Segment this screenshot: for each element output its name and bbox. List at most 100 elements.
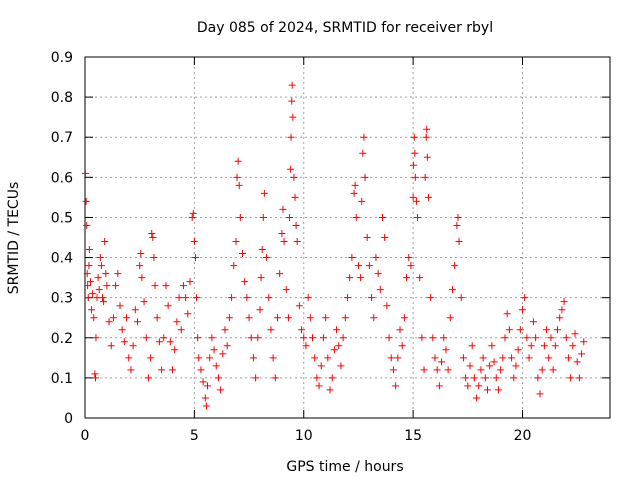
- data-point: [444, 366, 452, 374]
- data-point: [454, 213, 462, 221]
- data-point: [194, 334, 202, 342]
- data-point: [100, 298, 108, 306]
- data-point: [532, 334, 540, 342]
- data-point: [83, 221, 91, 229]
- data-point: [102, 270, 110, 278]
- data-point: [424, 193, 432, 201]
- data-point: [155, 338, 163, 346]
- data-point: [499, 354, 507, 362]
- data-point: [95, 286, 103, 294]
- data-point: [118, 326, 126, 334]
- data-point: [481, 374, 489, 382]
- data-point: [560, 298, 568, 306]
- data-point: [421, 173, 429, 181]
- data-point: [427, 294, 435, 302]
- data-point: [370, 314, 378, 322]
- data-point: [431, 354, 439, 362]
- data-point: [512, 362, 520, 370]
- data-point: [153, 314, 161, 322]
- data-point: [497, 366, 505, 374]
- data-point: [457, 294, 465, 302]
- data-point: [330, 346, 338, 354]
- data-point: [543, 326, 551, 334]
- data-point: [558, 306, 566, 314]
- data-point: [84, 294, 92, 302]
- x-tick-label: 15: [404, 428, 422, 444]
- data-point: [429, 334, 437, 342]
- data-point: [578, 350, 586, 358]
- data-point: [219, 350, 227, 358]
- data-point: [385, 334, 393, 342]
- data-point: [580, 338, 588, 346]
- data-point: [112, 282, 120, 290]
- data-point: [466, 362, 474, 370]
- data-point: [422, 133, 430, 141]
- data-point: [289, 113, 297, 121]
- data-point: [221, 326, 229, 334]
- data-point: [505, 326, 513, 334]
- data-point: [313, 374, 321, 382]
- data-point: [171, 346, 179, 354]
- data-point: [151, 282, 159, 290]
- data-point: [534, 374, 542, 382]
- data-point: [162, 282, 170, 290]
- data-point: [256, 306, 264, 314]
- data-point: [199, 378, 207, 386]
- data-point: [503, 310, 511, 318]
- data-point: [92, 334, 100, 342]
- data-point: [521, 294, 529, 302]
- data-point: [189, 209, 197, 217]
- data-point: [449, 286, 456, 294]
- data-point: [410, 161, 418, 169]
- data-point: [230, 262, 238, 270]
- data-point: [166, 338, 174, 346]
- data-point: [247, 334, 255, 342]
- data-point: [381, 234, 389, 241]
- data-point: [412, 197, 420, 205]
- data-point: [351, 181, 359, 189]
- data-point: [435, 382, 443, 390]
- data-point: [545, 354, 553, 362]
- data-point: [549, 366, 557, 374]
- data-point: [519, 306, 526, 314]
- data-point: [271, 374, 279, 382]
- data-point: [410, 133, 418, 141]
- data-point: [191, 254, 199, 262]
- data-point: [575, 374, 583, 382]
- data-point: [140, 298, 148, 306]
- y-tick-label: 0.7: [51, 130, 73, 146]
- data-point: [418, 334, 426, 342]
- data-point: [470, 374, 478, 382]
- y-tick-label: 0.5: [51, 210, 73, 226]
- data-point: [225, 314, 233, 322]
- data-point: [81, 169, 89, 177]
- data-point: [233, 173, 241, 181]
- data-point: [88, 306, 96, 314]
- data-point: [105, 318, 113, 326]
- data-point: [150, 254, 158, 262]
- data-point: [359, 149, 367, 157]
- data-point: [350, 189, 358, 197]
- data-point: [554, 326, 561, 334]
- data-point: [405, 254, 413, 262]
- y-tick-label: 0.4: [51, 251, 73, 267]
- data-point: [341, 314, 349, 322]
- data-point: [407, 262, 415, 270]
- data-point: [571, 330, 579, 338]
- data-point: [147, 354, 155, 362]
- data-point: [403, 274, 411, 282]
- data-point: [179, 282, 187, 290]
- data-point: [527, 342, 535, 350]
- data-point: [190, 238, 198, 246]
- data-point: [311, 354, 319, 362]
- data-point: [453, 221, 461, 229]
- data-point: [383, 302, 391, 310]
- data-point: [322, 314, 330, 322]
- data-point: [144, 374, 152, 382]
- data-point: [223, 342, 231, 350]
- data-point: [245, 314, 253, 322]
- data-point: [462, 374, 470, 382]
- data-point: [333, 326, 341, 334]
- chart-title: Day 085 of 2024, SRMTID for receiver rby…: [197, 20, 493, 36]
- data-point: [85, 246, 93, 254]
